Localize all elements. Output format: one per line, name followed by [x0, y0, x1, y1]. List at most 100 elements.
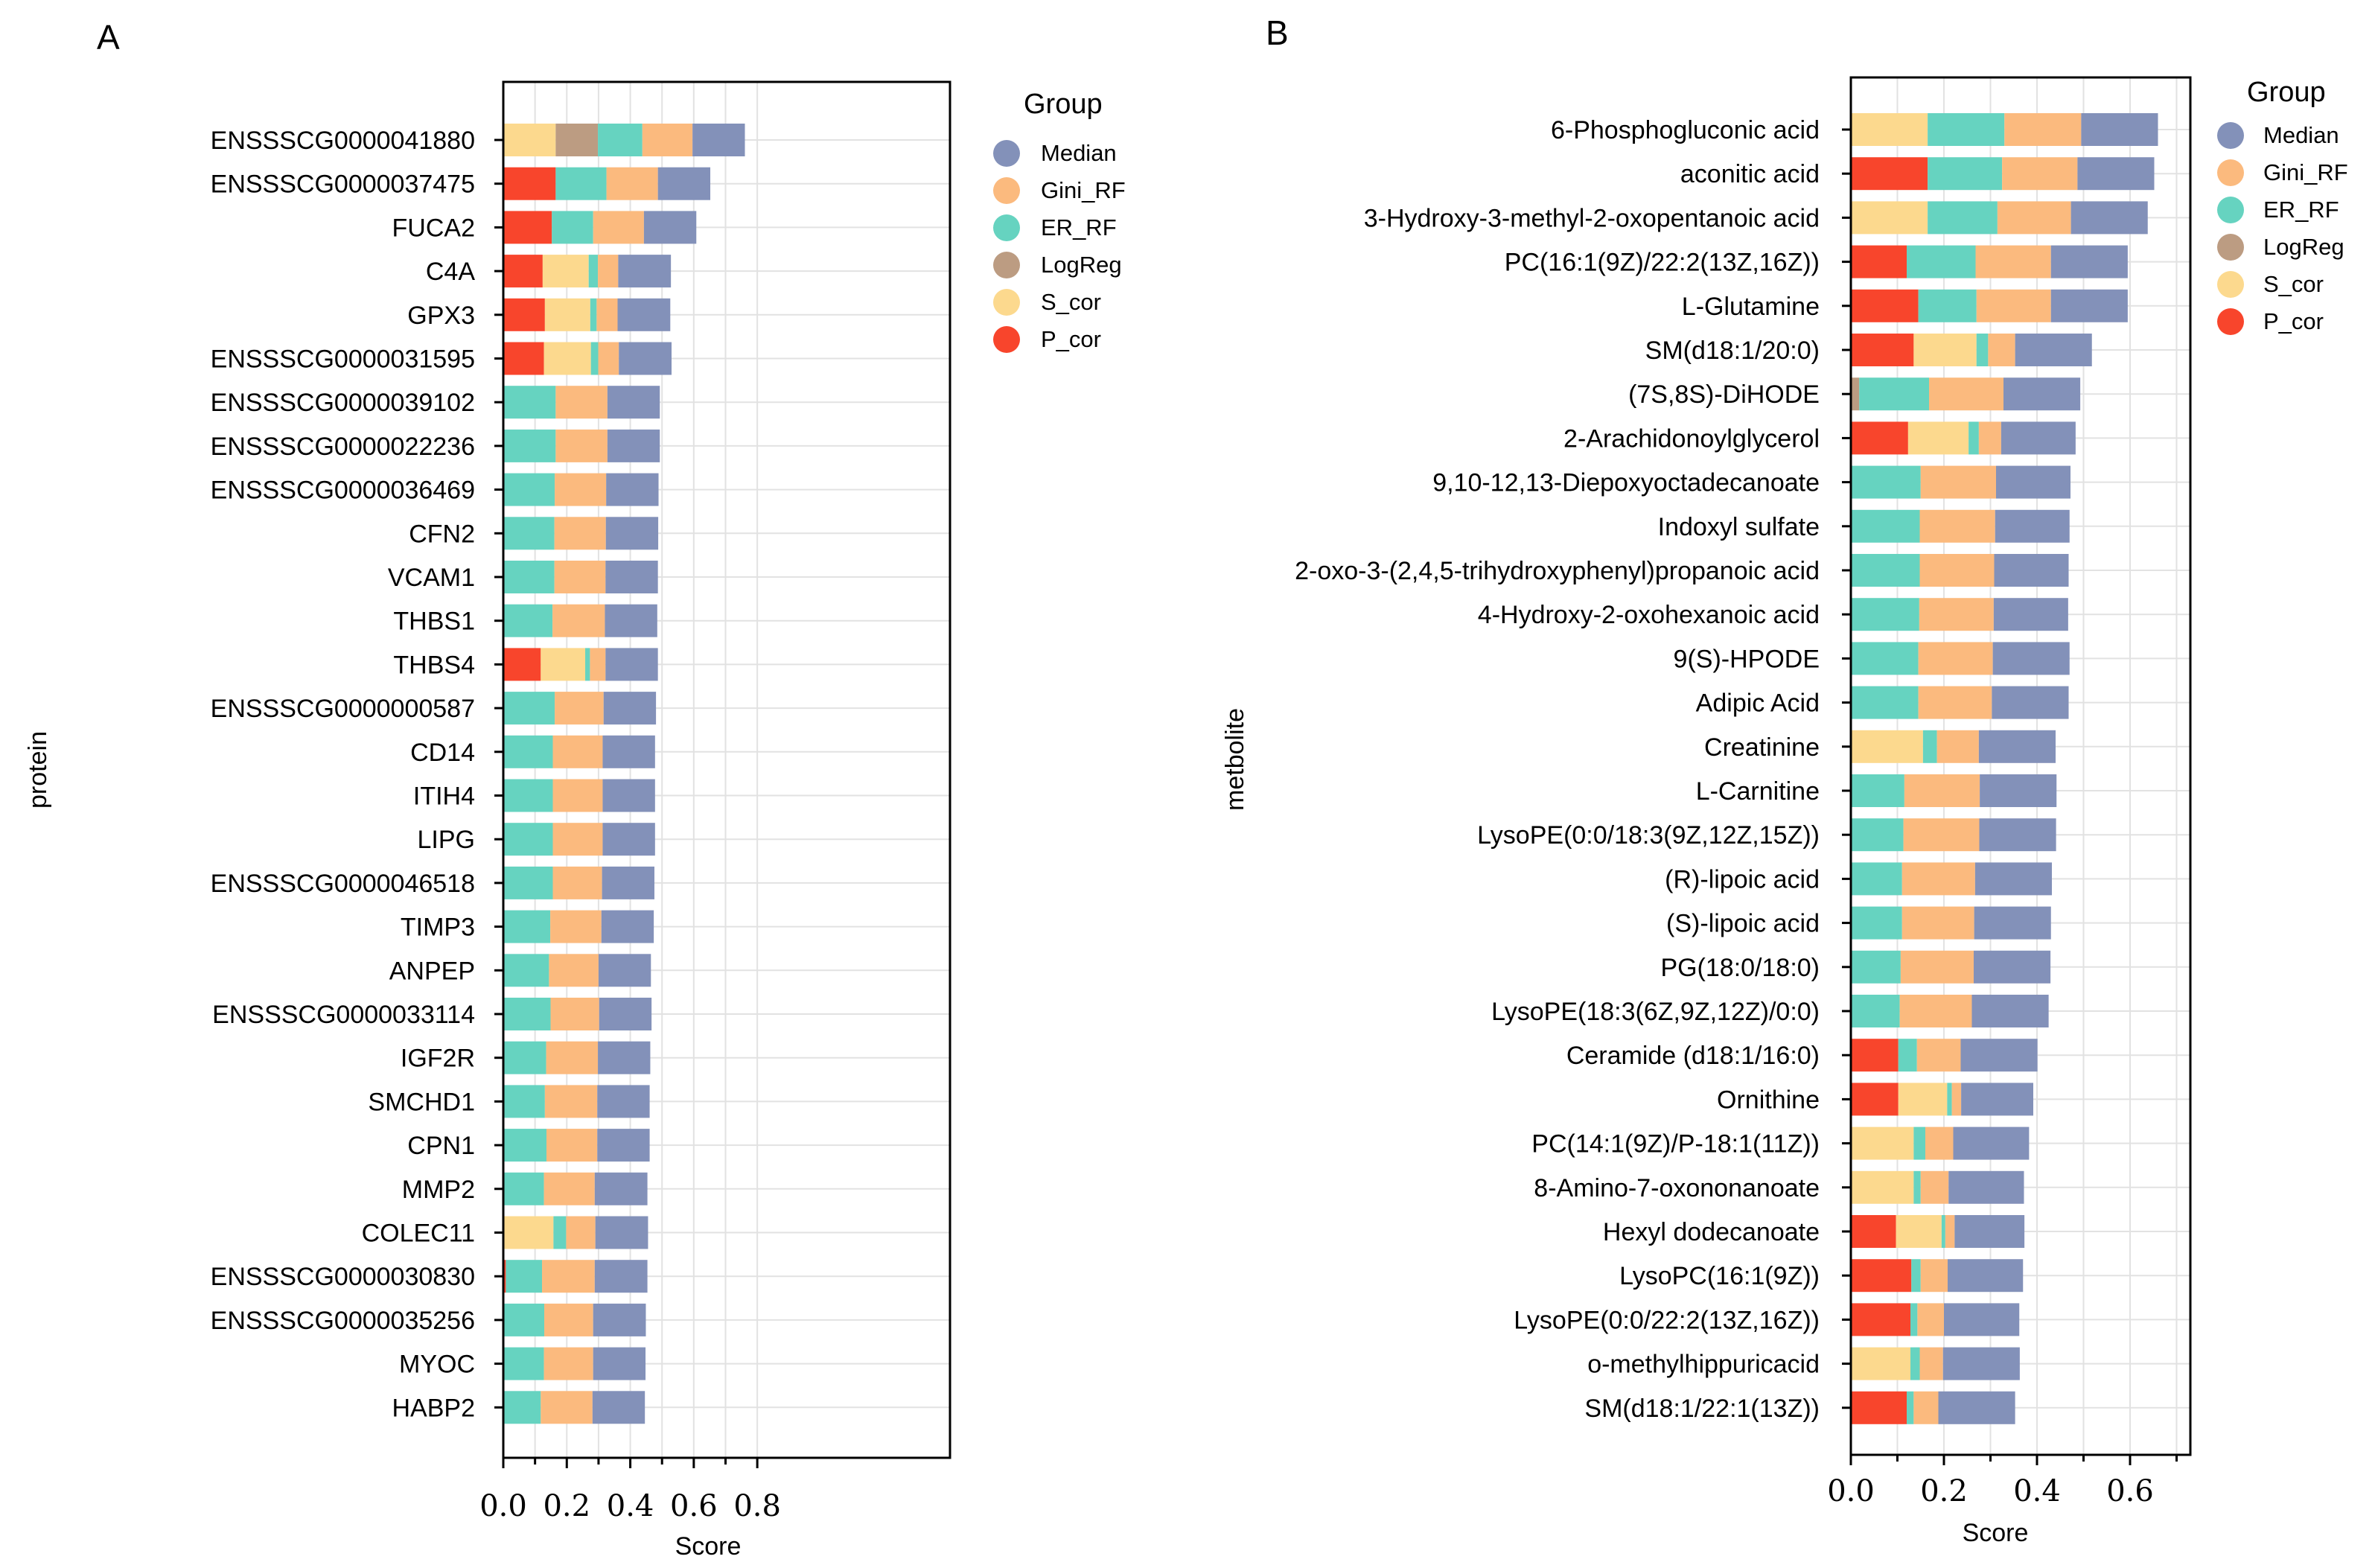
panel-b-bar-gini-rf-pc-14-1-9z-p-18-1-11z	[1925, 1126, 1954, 1160]
panel-a-bar-median-anpep	[598, 954, 651, 987]
panel-a-bar-gini-rf-cpn1	[546, 1129, 598, 1162]
panel-b-bar-median-sm-d18-1-20-0	[2015, 334, 2092, 366]
panel-a: A ENSSSCG0000041880 ENSSSCG0000037475 FUCA…	[24, 18, 1126, 1561]
panel-a-category-label: TIMP3	[401, 914, 475, 942]
panel-b-legend-label-p-cor: P_cor	[2263, 308, 2324, 334]
panel-b-bar-gini-rf-ornithine	[1951, 1083, 1962, 1116]
panel-a-bar-er-rf-enssscg0000036469	[503, 473, 555, 506]
panel-a-bar-median-enssscg0000033114	[599, 998, 652, 1030]
panel-a-bar-er-rf-timp3	[503, 910, 551, 943]
panel-a-category-label: ENSSSCG0000000587	[211, 695, 475, 723]
panel-a-category-label: MYOC	[399, 1351, 475, 1379]
panel-a-bar-er-rf-myoc	[503, 1347, 544, 1380]
panel-b-bar-er-rf-pc-16-1-9z-22-2-13z-16z	[1907, 245, 1976, 278]
panel-a-bar-median-habp2	[592, 1391, 645, 1424]
panel-a-bar-gini-rf-enssscg0000046518	[552, 866, 602, 899]
panel-b-category-label: 2-Arachidonoylglycerol	[1563, 424, 1820, 453]
panel-a-x-ticks: 0.0 0.2 0.4 0.6 0.8	[479, 1458, 781, 1523]
panel-a-bar-median-enssscg0000046518	[602, 866, 654, 899]
panel-a-category-label: VCAM1	[388, 564, 475, 592]
panel-b-x-ticks: 0.0 0.2 0.4 0.6	[1827, 1455, 2178, 1508]
panel-b-bar-p-cor-lysope-0-0-22-2-13z-16z	[1851, 1303, 1910, 1336]
panel-b-bar-s-cor-pc-14-1-9z-p-18-1-11z	[1851, 1126, 1914, 1160]
panel-a-bar-gini-rf-enssscg0000036469	[555, 473, 607, 506]
panel-b-bar-gini-rf-8-amino-7-oxononanoate	[1920, 1170, 1949, 1204]
panel-b-bar-gini-rf-s-lipoic-acid	[1901, 906, 1974, 940]
panel-b-bar-s-cor-8-amino-7-oxononanoate	[1851, 1170, 1914, 1204]
panel-a-bar-gini-rf-thbs4	[590, 648, 606, 681]
panel-b-category-label: o-methylhippuricacid	[1587, 1351, 1820, 1379]
panel-a-category-label: CFN2	[409, 520, 475, 548]
panel-a-bar-s-cor-colec11	[503, 1216, 554, 1249]
panel-b-category-label: 2-oxo-3-(2,4,5-trihydroxyphenyl)propanoi…	[1295, 557, 1820, 585]
panel-b-bar-gini-rf-l-glutamine	[1976, 289, 2051, 322]
panel-b-bar-gini-rf-2-arachidonoylglycerol	[1978, 421, 2001, 455]
panel-a-bar-gini-rf-enssscg0000035256	[544, 1303, 593, 1336]
panel-a-bar-median-gpx3	[617, 298, 671, 331]
panel-a-bar-er-rf-c4a	[588, 255, 599, 288]
panel-a-bar-median-c4a	[618, 255, 672, 288]
panel-a-bar-er-rf-fuca2	[552, 211, 593, 244]
panel-a-bar-gini-rf-enssscg0000033114	[550, 998, 599, 1030]
panel-a-bar-gini-rf-cfn2	[554, 517, 606, 550]
panel-a-bar-er-rf-enssscg0000031595	[590, 342, 599, 375]
panel-b-category-label: Adipic Acid	[1696, 689, 1820, 718]
panel-b-bar-er-rf-7s-8s-dihode	[1859, 377, 1929, 411]
panel-a-bar-gini-rf-mmp2	[543, 1172, 595, 1205]
panel-b-bar-s-cor-6-phosphogluconic-acid	[1851, 113, 1928, 146]
panel-a-category-label: HABP2	[392, 1394, 476, 1422]
panel-a-bar-p-cor-gpx3	[503, 298, 545, 331]
panel-b: B 6-Phosphogluconic acid aconitic acid 3-H…	[1221, 13, 2348, 1547]
panel-b-x-tick-label: 0.2	[1920, 1474, 1968, 1508]
panel-a-category-label: C4A	[426, 258, 475, 286]
panel-b-category-label: LysoPE(18:3(6Z,9Z,12Z)/0:0)	[1491, 998, 1820, 1026]
panel-a-bars	[503, 124, 745, 1424]
panel-b-bar-er-rf-l-carnitine	[1851, 774, 1904, 807]
panel-a-x-tick-label: 0.4	[607, 1489, 654, 1523]
panel-b-bar-gini-rf-6-phosphogluconic-acid	[2004, 113, 2082, 146]
panel-a-legend-swatch-median	[993, 140, 1020, 167]
panel-a-bar-median-lipg	[602, 823, 655, 856]
panel-b-bar-median-6-phosphogluconic-acid	[2081, 113, 2158, 146]
panel-b-bar-s-cor-3-hydroxy-3-methyl-2-oxopentanoic-acid	[1851, 201, 1928, 235]
panel-b-bar-er-rf-lysope-18-3-6z-9z-12z-0-0	[1851, 995, 1900, 1027]
panel-a-legend-title: Group	[1024, 89, 1103, 120]
panel-a-category-label: ENSSSCG0000022236	[211, 433, 475, 461]
panel-a-bar-er-rf-enssscg0000037475	[555, 167, 607, 200]
panel-b-bar-er-rf-o-methylhippuricacid	[1910, 1347, 1920, 1380]
panel-b-bar-gini-rf-o-methylhippuricacid	[1919, 1347, 1943, 1380]
panel-a-letter: A	[97, 18, 120, 57]
panel-a-bar-median-thbs1	[605, 604, 657, 637]
panel-a-bar-median-cd14	[602, 735, 655, 768]
panel-a-category-label: ENSSSCG0000037475	[211, 170, 475, 199]
panel-a-bar-median-enssscg0000041880	[692, 124, 745, 156]
panel-a-legend-swatch-er-rf	[993, 214, 1020, 241]
panel-b-bar-er-rf-s-lipoic-acid	[1851, 906, 1902, 940]
panel-a-category-label: THBS4	[393, 651, 475, 679]
panel-b-bar-median-3-hydroxy-3-methyl-2-oxopentanoic-acid	[2070, 201, 2148, 235]
panel-b-bar-median-pc-14-1-9z-p-18-1-11z	[1953, 1126, 2030, 1160]
panel-a-category-label: ENSSSCG0000036469	[211, 477, 475, 505]
panel-a-bar-er-rf-cfn2	[503, 517, 555, 550]
panel-a-category-label: CPN1	[407, 1132, 475, 1160]
panel-b-bar-median-2-arachidonoylglycerol	[2001, 421, 2076, 455]
panel-a-category-label: MMP2	[402, 1176, 475, 1204]
panel-a-bar-er-rf-cd14	[503, 735, 553, 768]
panel-b-bar-p-cor-2-arachidonoylglycerol	[1851, 421, 1908, 455]
panel-a-category-label: ANPEP	[389, 957, 475, 985]
panel-b-legend-swatch-s-cor	[2217, 271, 2244, 298]
panel-b-bar-s-cor-ornithine	[1898, 1083, 1948, 1116]
panel-a-bar-gini-rf-gpx3	[596, 298, 618, 331]
panel-a-bar-p-cor-enssscg0000031595	[503, 342, 544, 375]
panel-a-x-tick-label: 0.8	[733, 1489, 781, 1523]
panel-a-bar-s-cor-gpx3	[544, 298, 590, 331]
panel-b-bar-s-cor-hexyl-dodecanoate	[1896, 1215, 1942, 1248]
panel-b-bar-er-rf-creatinine	[1922, 730, 1937, 763]
panel-a-bar-s-cor-enssscg0000041880	[503, 124, 556, 156]
panel-a-bar-er-rf-igf2r	[503, 1041, 546, 1074]
panel-a-bar-p-cor-enssscg0000030830	[503, 1260, 506, 1293]
panel-a-bar-median-cfn2	[605, 517, 659, 550]
panel-b-bar-gini-rf-adipic-acid	[1918, 686, 1992, 719]
panel-b-bar-p-cor-sm-d18-1-22-1-13z	[1851, 1391, 1907, 1424]
